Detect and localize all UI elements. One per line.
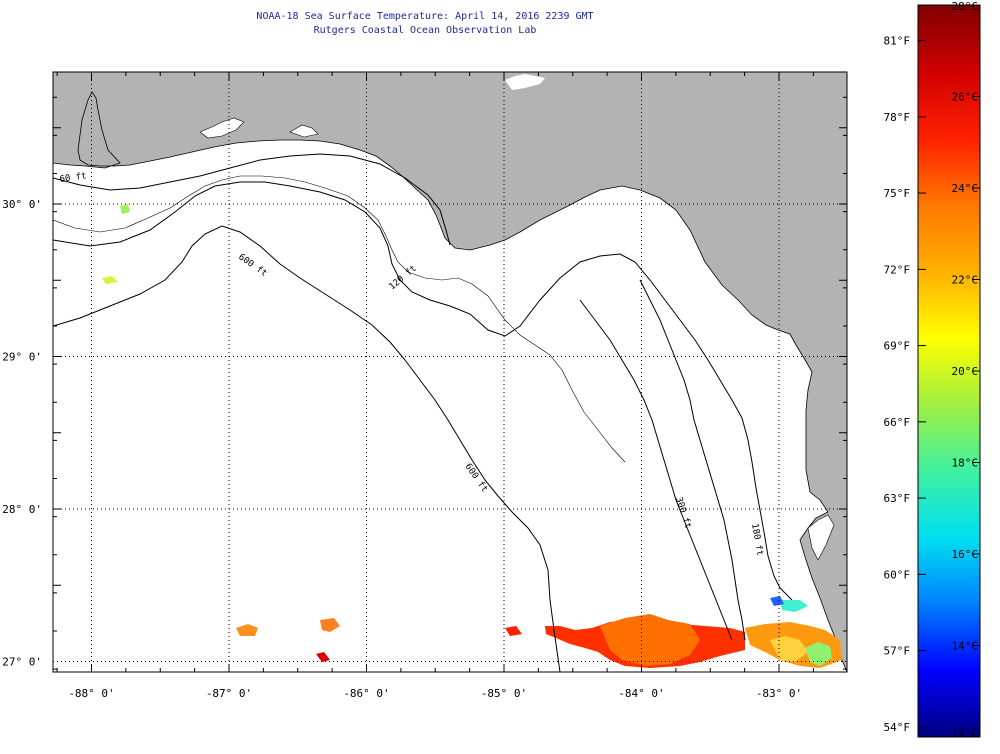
sst-patch-blue-east <box>770 596 784 606</box>
sst-data <box>102 204 842 668</box>
lat-label-1: 29° 0' <box>2 351 42 364</box>
graticule <box>53 72 847 672</box>
f-label-6: 63°F <box>884 492 911 505</box>
c-label-3: 22°C <box>952 274 979 287</box>
c-label-4: 20°C <box>952 365 979 378</box>
sst-patch-cyan-east <box>780 600 808 612</box>
map-subtitle: Rutgers Coastal Ocean Observation Lab <box>313 25 537 36</box>
lon-label-2: -86° 0' <box>343 687 389 700</box>
sst-patch-orange-small-2 <box>320 618 340 632</box>
plot-border <box>52 71 848 673</box>
f-label-5: 66°F <box>884 416 911 429</box>
f-label-4: 69°F <box>884 340 911 353</box>
contour-120ft <box>53 181 793 601</box>
c-label-0: 28°C <box>952 0 979 13</box>
f-label-9: 54°F <box>884 721 911 734</box>
tampa-bay <box>807 514 835 561</box>
c-label-1: 26°C <box>952 91 979 104</box>
c-label-8: 12°C <box>952 727 979 740</box>
lat-label-2: 28° 0' <box>2 503 42 516</box>
map-axes: -88° 0' -87° 0' -86° 0' -85° 0' -84° 0' -83° … <box>2 72 847 700</box>
contour-600ft-west <box>53 225 281 327</box>
f-label-3: 72°F <box>884 263 911 276</box>
lat-label-3: 27° 0' <box>2 656 42 669</box>
f-label-8: 57°F <box>884 645 911 658</box>
cloud-patch <box>505 74 545 90</box>
c-label-2: 24°C <box>952 182 979 195</box>
sst-patch-green-east <box>805 642 832 666</box>
colorbar-ticks: 28°C 26°C 24°C 22°C 20°C 18°C 16°C 14°C 12°C 81°F… <box>884 0 980 740</box>
c-label-6: 16°C <box>952 548 979 561</box>
lon-label-0: -88° 0' <box>68 687 114 700</box>
sst-patch-yellow-east <box>770 636 808 662</box>
sst-patch-orange-small-1 <box>236 624 258 636</box>
sst-patch-green-nw <box>120 204 130 214</box>
c-label-7: 14°C <box>952 640 979 653</box>
bathymetry-contours <box>53 153 793 672</box>
lat-label-0: 30° 0' <box>2 198 42 211</box>
small-island-1 <box>199 117 245 139</box>
f-label-0: 81°F <box>884 35 911 48</box>
lon-label-4: -84° 0' <box>618 687 664 700</box>
f-label-7: 60°F <box>884 568 911 581</box>
sst-patch-red-small-2 <box>505 626 522 636</box>
colorbar <box>917 4 981 738</box>
c-label-5: 18°C <box>952 457 979 470</box>
lon-label-3: -85° 0' <box>481 687 527 700</box>
map-title: NOAA-18 Sea Surface Temperature: April 1… <box>256 11 594 22</box>
coastal-shallows <box>53 175 626 463</box>
f-label-1: 78°F <box>884 111 911 124</box>
contour-300ft <box>639 279 746 641</box>
sst-patch-orange-west <box>600 614 700 666</box>
small-island-2 <box>289 124 319 138</box>
lon-label-5: -83° 0' <box>756 687 802 700</box>
sst-patch-yellow-nw <box>102 276 118 284</box>
contour-600ft-main <box>279 263 561 672</box>
f-label-2: 75°F <box>884 187 911 200</box>
lon-label-1: -87° 0' <box>206 687 252 700</box>
sst-patch-red-small <box>316 652 330 662</box>
contour-label-60ft: 60 ft <box>59 171 87 185</box>
land-mass <box>53 72 847 672</box>
contour-180ft <box>579 299 733 641</box>
contour-60ft <box>53 153 451 246</box>
